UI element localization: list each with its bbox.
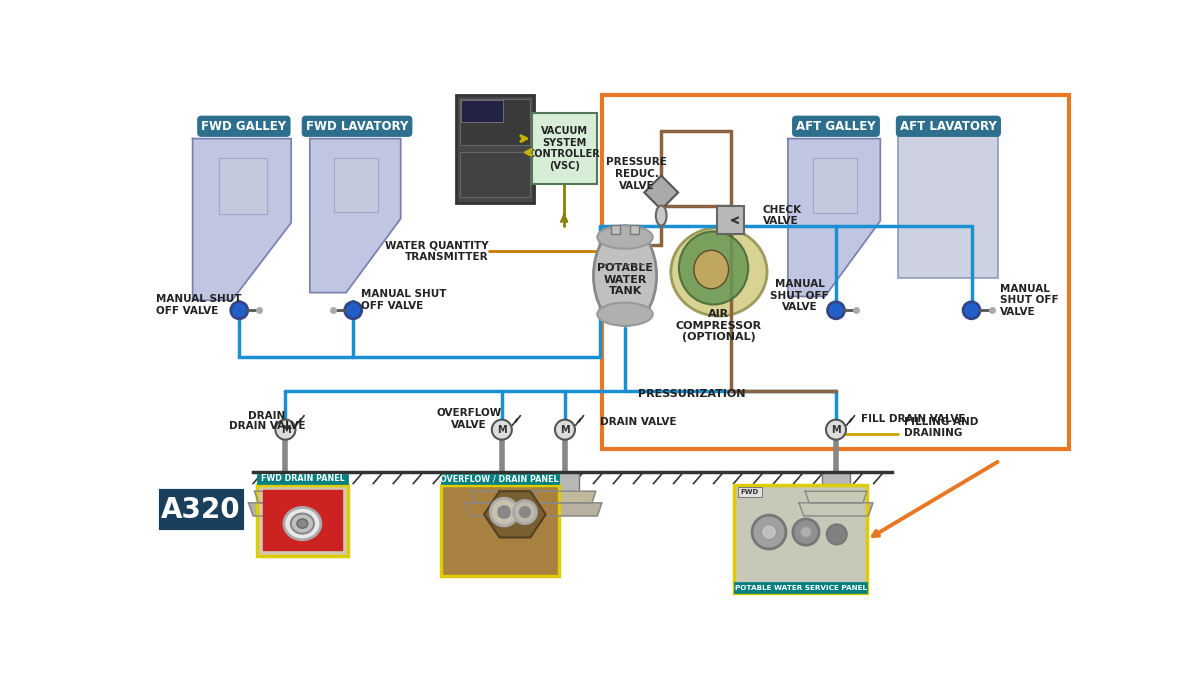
Bar	[257, 485, 348, 556]
Polygon shape	[799, 503, 872, 516]
Bar	[734, 582, 866, 593]
Polygon shape	[193, 139, 292, 300]
Circle shape	[276, 420, 295, 439]
Ellipse shape	[671, 227, 767, 316]
Text: M: M	[832, 425, 841, 435]
Polygon shape	[528, 503, 602, 516]
Circle shape	[826, 420, 846, 439]
Bar	[602, 95, 1069, 449]
Text: AIR
COMPRESSOR
(OPTIONAL): AIR COMPRESSOR (OPTIONAL)	[676, 309, 762, 342]
Text: M: M	[560, 425, 570, 435]
Bar	[263, 490, 342, 550]
Text: M: M	[497, 425, 506, 435]
Polygon shape	[788, 139, 881, 297]
Ellipse shape	[656, 206, 666, 226]
Circle shape	[520, 507, 530, 518]
Ellipse shape	[598, 226, 653, 249]
Bar	[822, 472, 850, 491]
Text: A320: A320	[161, 495, 240, 524]
Text: FWD DRAIN PANEL: FWD DRAIN PANEL	[260, 475, 344, 484]
Polygon shape	[464, 503, 539, 516]
Text: DRAIN VALVE: DRAIN VALVE	[229, 421, 305, 431]
Circle shape	[230, 302, 247, 319]
Circle shape	[761, 525, 776, 540]
Polygon shape	[254, 491, 317, 503]
Ellipse shape	[694, 250, 728, 289]
Bar	[611, 225, 620, 234]
Ellipse shape	[598, 303, 653, 326]
Bar	[461, 100, 503, 122]
Ellipse shape	[284, 507, 320, 540]
Text: FILLING AND
DRAINING: FILLING AND DRAINING	[904, 416, 978, 438]
Text: PRESSURIZATION: PRESSURIZATION	[638, 389, 745, 399]
Circle shape	[793, 519, 820, 545]
Text: MANUAL SHUT
OFF VALVE: MANUAL SHUT OFF VALVE	[156, 294, 241, 316]
Bar	[440, 485, 559, 576]
Bar	[716, 207, 744, 234]
Text: CHECK
VALVE: CHECK VALVE	[763, 205, 802, 227]
Polygon shape	[472, 491, 533, 503]
Text: FWD GALLEY: FWD GALLEY	[202, 120, 287, 133]
FancyBboxPatch shape	[738, 487, 762, 497]
Ellipse shape	[594, 226, 656, 326]
Text: MANUAL SHUT
OFF VALVE: MANUAL SHUT OFF VALVE	[361, 290, 446, 311]
Bar	[271, 472, 299, 491]
Circle shape	[492, 420, 512, 439]
Bar	[488, 472, 516, 491]
Ellipse shape	[290, 514, 314, 534]
Text: M: M	[281, 425, 290, 435]
Text: MANUAL
SHUT OFF
VALVE: MANUAL SHUT OFF VALVE	[770, 279, 829, 313]
Polygon shape	[248, 503, 323, 516]
Bar	[734, 485, 866, 593]
Ellipse shape	[679, 231, 749, 304]
Text: AFT GALLEY: AFT GALLEY	[796, 120, 876, 133]
Text: VACUUM
SYSTEM
CONTROLLER
(VSC): VACUUM SYSTEM CONTROLLER (VSC)	[528, 126, 600, 171]
Bar	[812, 158, 857, 213]
Circle shape	[491, 498, 518, 526]
Text: FWD LAVATORY: FWD LAVATORY	[306, 120, 408, 133]
Text: OVERFLOW / DRAIN PANEL: OVERFLOW / DRAIN PANEL	[440, 475, 559, 484]
Bar	[257, 473, 348, 484]
Bar	[220, 158, 266, 214]
Text: FWD: FWD	[740, 489, 758, 495]
Text: POTABLE WATER SERVICE PANEL: POTABLE WATER SERVICE PANEL	[734, 584, 866, 590]
Circle shape	[554, 420, 575, 439]
Text: AFT LAVATORY: AFT LAVATORY	[900, 120, 997, 133]
Circle shape	[964, 302, 980, 319]
Text: POTABLE
WATER
TANK: POTABLE WATER TANK	[598, 263, 653, 296]
Bar	[161, 491, 241, 528]
Text: MANUAL
SHUT OFF
VALVE: MANUAL SHUT OFF VALVE	[1000, 283, 1058, 317]
Text: OVERFLOW
VALVE: OVERFLOW VALVE	[436, 408, 502, 430]
Circle shape	[514, 500, 536, 524]
FancyBboxPatch shape	[532, 113, 596, 184]
Circle shape	[827, 525, 847, 545]
Bar	[335, 158, 378, 212]
Text: WATER QUANTITY
TRANSMITTER: WATER QUANTITY TRANSMITTER	[385, 240, 488, 262]
Bar	[630, 225, 638, 234]
Polygon shape	[484, 491, 546, 538]
Circle shape	[498, 506, 510, 518]
Polygon shape	[534, 491, 595, 503]
Bar	[551, 472, 578, 491]
Ellipse shape	[296, 519, 307, 528]
Circle shape	[752, 515, 786, 549]
Polygon shape	[310, 139, 401, 292]
Circle shape	[344, 302, 361, 319]
Polygon shape	[805, 491, 866, 503]
Polygon shape	[644, 175, 678, 209]
Circle shape	[800, 527, 811, 538]
Circle shape	[828, 302, 845, 319]
Text: DRAIN: DRAIN	[248, 411, 286, 421]
Text: FILL DRAIN VALVE: FILL DRAIN VALVE	[862, 414, 966, 424]
Text: PRESSURE
REDUC.
VALVE: PRESSURE REDUC. VALVE	[606, 157, 667, 191]
Bar	[456, 95, 534, 202]
Bar	[899, 136, 998, 278]
Bar	[461, 98, 529, 145]
Bar	[461, 152, 529, 197]
Text: DRAIN VALVE: DRAIN VALVE	[600, 417, 676, 427]
Bar	[440, 473, 559, 484]
